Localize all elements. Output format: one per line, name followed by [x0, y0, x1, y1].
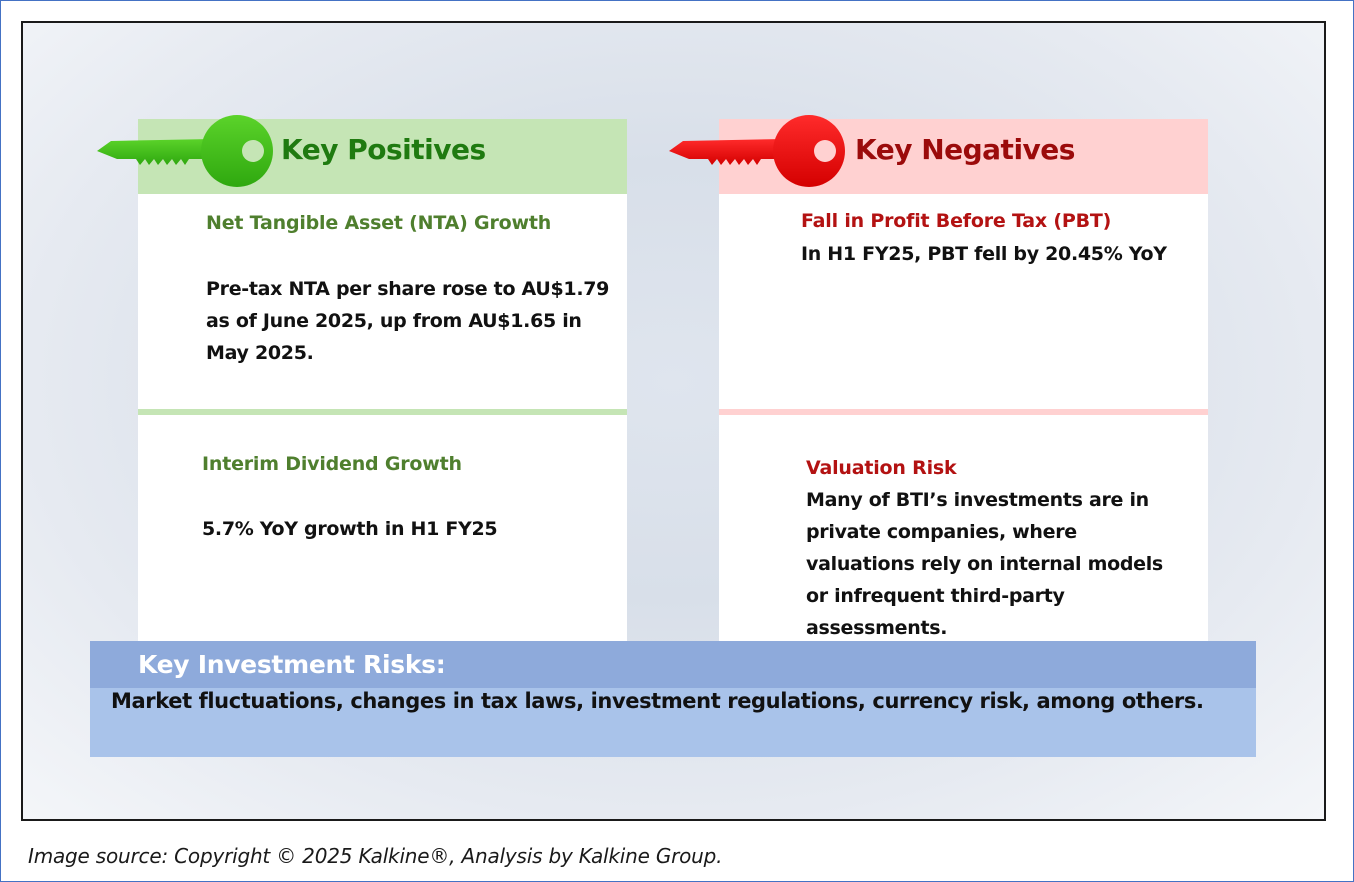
positive-body-nta: Pre-tax NTA per share rose to AU$1.79 as… — [206, 273, 609, 369]
positive-heading-nta: Net Tangible Asset (NTA) Growth — [206, 212, 552, 234]
positive-body-dividend: 5.7% YoY growth in H1 FY25 — [202, 513, 498, 545]
body-line: In H1 FY25, PBT fell by 20.45% YoY — [801, 243, 1167, 265]
green-key-icon — [97, 115, 273, 187]
negative-heading-pbt: Fall in Profit Before Tax (PBT) — [801, 210, 1112, 232]
negative-body-valuation: Many of BTI’s investments are in private… — [806, 484, 1163, 644]
negatives-card-top — [719, 194, 1208, 409]
negatives-card-bottom — [719, 415, 1208, 641]
positives-card-bottom — [138, 415, 627, 641]
body-line: May 2025. — [206, 342, 314, 364]
negatives-divider — [719, 409, 1208, 415]
red-key-icon — [669, 115, 845, 187]
body-line: Many of BTI’s investments are in — [806, 489, 1149, 511]
negatives-title: Key Negatives — [855, 133, 1075, 166]
risks-title: Key Investment Risks: — [138, 650, 446, 679]
body-line: or infrequent third-party — [806, 585, 1065, 607]
positives-divider — [138, 409, 627, 415]
positives-title: Key Positives — [281, 133, 486, 166]
body-line: assessments. — [806, 617, 948, 639]
body-line: Pre-tax NTA per share rose to AU$1.79 — [206, 278, 610, 300]
negative-body-pbt: In H1 FY25, PBT fell by 20.45% YoY — [801, 238, 1167, 270]
negative-heading-valuation: Valuation Risk — [806, 457, 957, 479]
body-line: 5.7% YoY growth in H1 FY25 — [202, 518, 498, 540]
risks-header-band — [90, 641, 1256, 688]
risks-text: Market fluctuations, changes in tax laws… — [111, 689, 1204, 713]
risks-body-band — [90, 688, 1256, 757]
positives-card-top — [138, 194, 627, 409]
image-source-caption: Image source: Copyright © 2025 Kalkine®,… — [28, 844, 723, 868]
body-line: private companies, where — [806, 521, 1077, 543]
positive-heading-dividend: Interim Dividend Growth — [202, 453, 462, 475]
body-line: valuations rely on internal models — [806, 553, 1163, 575]
body-line: as of June 2025, up from AU$1.65 in — [206, 310, 582, 332]
